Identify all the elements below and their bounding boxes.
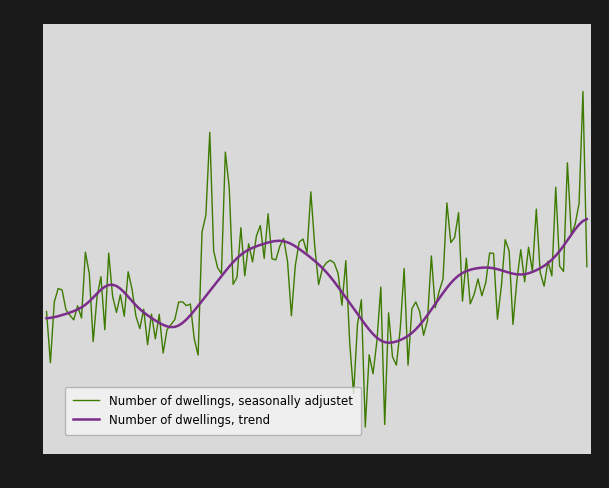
Legend: Number of dwellings, seasonally adjustet, Number of dwellings, trend: Number of dwellings, seasonally adjustet… xyxy=(65,386,361,435)
